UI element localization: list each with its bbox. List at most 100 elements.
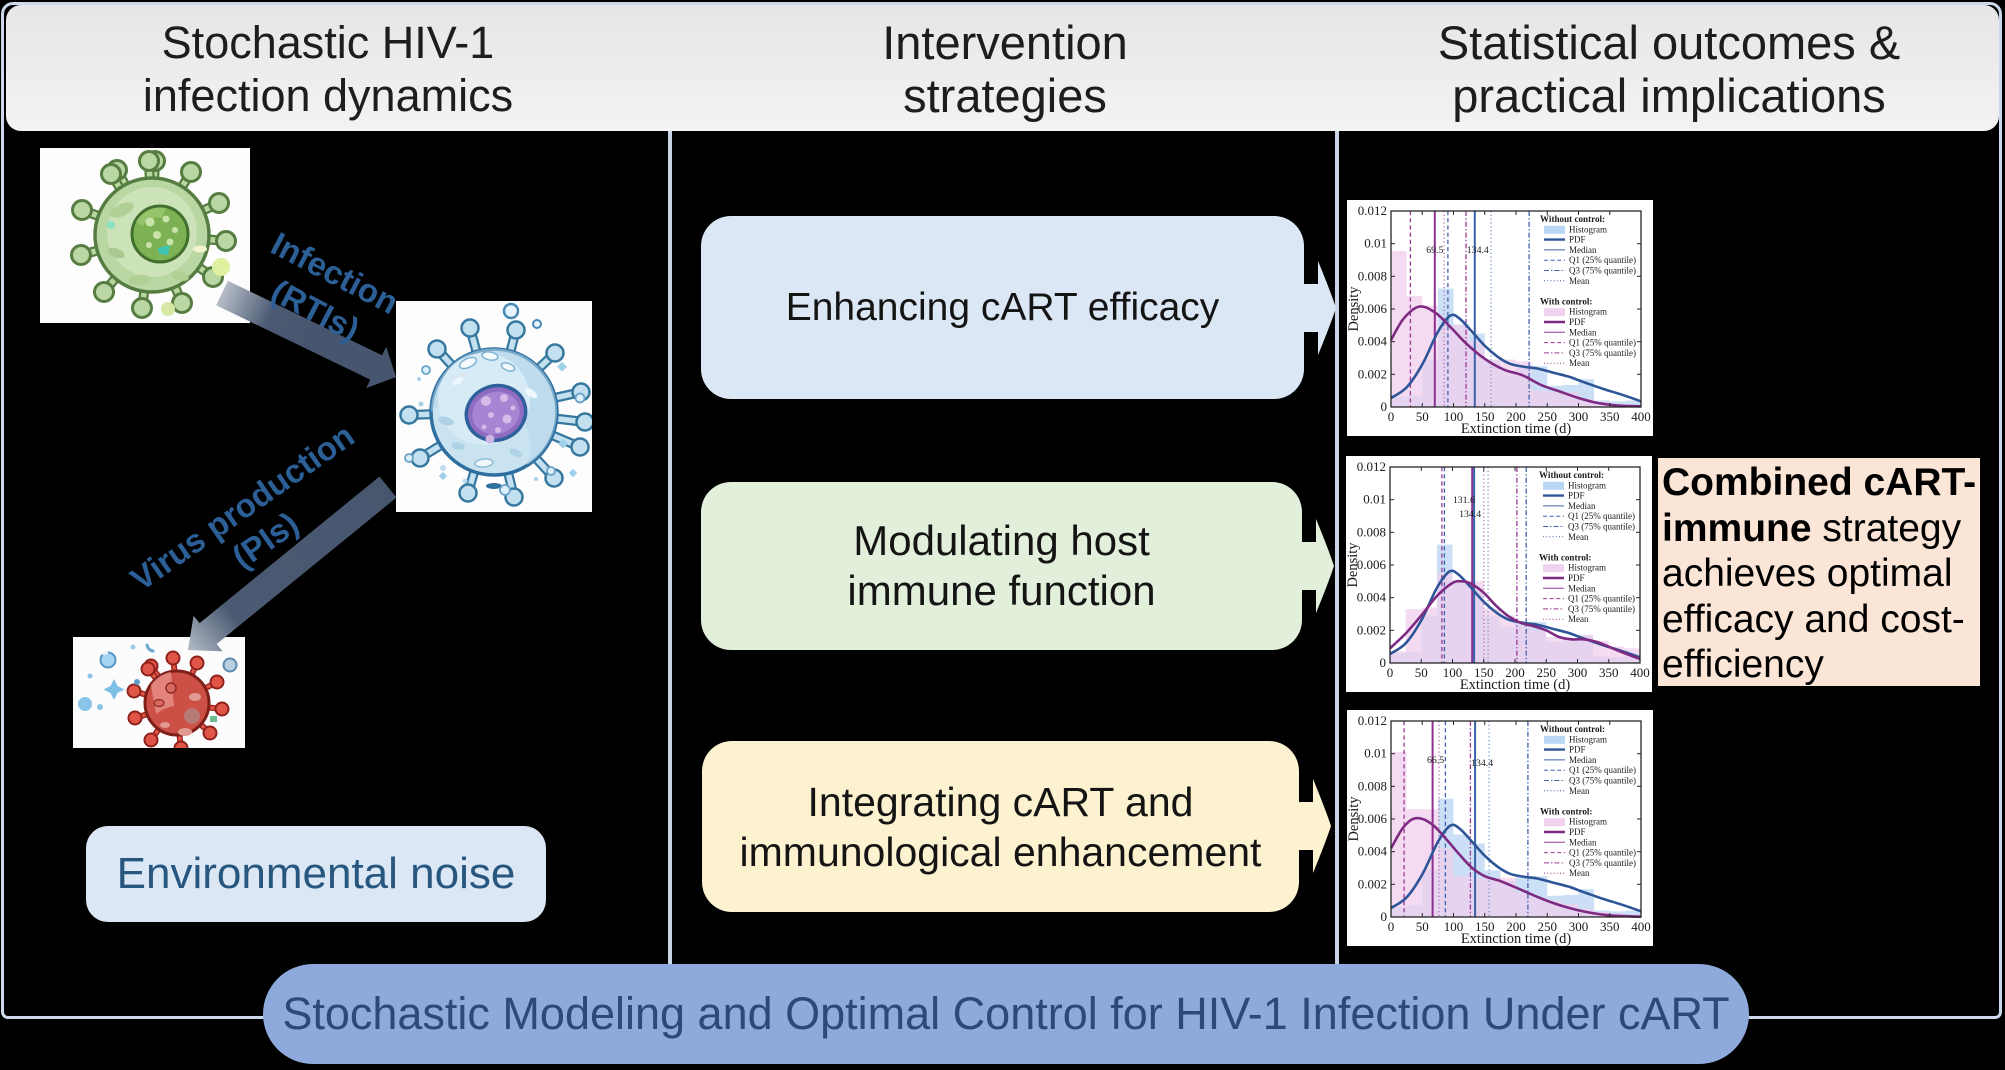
svg-text:PDF: PDF — [1569, 745, 1586, 755]
svg-text:350: 350 — [1600, 409, 1620, 424]
svg-text:Mean: Mean — [1569, 868, 1590, 878]
svg-text:Median: Median — [1568, 583, 1596, 593]
svg-text:Density: Density — [1346, 542, 1361, 588]
svg-text:Extinction time (d): Extinction time (d) — [1460, 677, 1571, 692]
svg-text:Without control:: Without control: — [1539, 470, 1604, 480]
svg-text:200: 200 — [1506, 919, 1526, 934]
svg-text:0: 0 — [1380, 655, 1387, 670]
svg-text:0.01: 0.01 — [1363, 492, 1386, 507]
svg-text:350: 350 — [1600, 919, 1620, 934]
svg-text:Mean: Mean — [1569, 276, 1590, 286]
svg-text:150: 150 — [1475, 919, 1495, 934]
svg-text:Q3 (75% quantile): Q3 (75% quantile) — [1568, 604, 1635, 614]
svg-text:Mean: Mean — [1569, 786, 1590, 796]
svg-text:0.012: 0.012 — [1357, 459, 1386, 474]
svg-text:Histogram: Histogram — [1569, 734, 1607, 744]
svg-text:Median: Median — [1569, 755, 1597, 765]
svg-text:69.5: 69.5 — [1426, 245, 1443, 256]
svg-text:Median: Median — [1569, 245, 1597, 255]
svg-text:0.006: 0.006 — [1358, 811, 1388, 826]
svg-text:0.006: 0.006 — [1357, 557, 1387, 572]
svg-text:250: 250 — [1537, 409, 1557, 424]
svg-text:300: 300 — [1568, 665, 1588, 680]
svg-text:Q1 (25% quantile): Q1 (25% quantile) — [1569, 765, 1636, 775]
svg-text:300: 300 — [1569, 409, 1589, 424]
svg-text:0.004: 0.004 — [1358, 334, 1388, 349]
svg-text:Q3 (75% quantile): Q3 (75% quantile) — [1569, 776, 1636, 786]
svg-text:Mean: Mean — [1568, 614, 1589, 624]
svg-text:0.008: 0.008 — [1358, 268, 1387, 283]
svg-text:100: 100 — [1443, 665, 1463, 680]
svg-text:0.002: 0.002 — [1357, 622, 1386, 637]
svg-text:Median: Median — [1569, 327, 1597, 337]
svg-text:PDF: PDF — [1568, 491, 1585, 501]
svg-text:0.002: 0.002 — [1358, 876, 1387, 891]
svg-text:Without control:: Without control: — [1540, 724, 1605, 734]
svg-text:0.012: 0.012 — [1358, 203, 1387, 218]
svg-text:Mean: Mean — [1569, 358, 1590, 368]
svg-text:Mean: Mean — [1568, 532, 1589, 542]
svg-text:Q1 (25% quantile): Q1 (25% quantile) — [1569, 848, 1636, 858]
svg-text:0.01: 0.01 — [1364, 746, 1387, 761]
svg-text:Q3 (75% quantile): Q3 (75% quantile) — [1569, 858, 1636, 868]
svg-text:Median: Median — [1569, 837, 1597, 847]
svg-text:Histogram: Histogram — [1568, 480, 1606, 490]
svg-text:Histogram: Histogram — [1569, 307, 1607, 317]
svg-text:50: 50 — [1416, 409, 1429, 424]
svg-text:350: 350 — [1599, 665, 1619, 680]
svg-text:0.004: 0.004 — [1357, 590, 1387, 605]
svg-text:0.004: 0.004 — [1358, 844, 1388, 859]
svg-text:Q1 (25% quantile): Q1 (25% quantile) — [1569, 255, 1636, 265]
svg-text:250: 250 — [1537, 919, 1557, 934]
svg-text:0.008: 0.008 — [1358, 778, 1387, 793]
svg-text:400: 400 — [1631, 919, 1651, 934]
svg-text:150: 150 — [1475, 409, 1495, 424]
svg-text:50: 50 — [1416, 919, 1429, 934]
svg-text:Extinction time (d): Extinction time (d) — [1461, 931, 1572, 946]
svg-text:400: 400 — [1631, 409, 1651, 424]
svg-text:250: 250 — [1536, 665, 1556, 680]
svg-text:With control:: With control: — [1539, 552, 1591, 562]
svg-text:0.006: 0.006 — [1358, 301, 1388, 316]
svg-text:PDF: PDF — [1569, 235, 1586, 245]
svg-text:134.4: 134.4 — [1459, 509, 1481, 520]
svg-text:With control:: With control: — [1540, 806, 1592, 816]
svg-text:Extinction time (d): Extinction time (d) — [1461, 421, 1572, 436]
svg-text:66.5: 66.5 — [1427, 755, 1444, 766]
svg-text:Q1 (25% quantile): Q1 (25% quantile) — [1568, 511, 1635, 521]
svg-text:134.4: 134.4 — [1467, 245, 1489, 256]
svg-text:100: 100 — [1444, 409, 1464, 424]
svg-text:PDF: PDF — [1569, 317, 1586, 327]
svg-text:0.002: 0.002 — [1358, 366, 1387, 381]
svg-text:0: 0 — [1381, 909, 1388, 924]
svg-text:131.6: 131.6 — [1453, 495, 1475, 506]
svg-text:PDF: PDF — [1569, 827, 1586, 837]
svg-text:0.008: 0.008 — [1357, 524, 1386, 539]
svg-text:Q3 (75% quantile): Q3 (75% quantile) — [1568, 522, 1635, 532]
svg-text:200: 200 — [1505, 665, 1525, 680]
svg-text:0.012: 0.012 — [1358, 713, 1387, 728]
svg-text:Q1 (25% quantile): Q1 (25% quantile) — [1569, 338, 1636, 348]
svg-text:134.4: 134.4 — [1471, 758, 1493, 769]
svg-text:Without control:: Without control: — [1540, 214, 1605, 224]
svg-text:Histogram: Histogram — [1568, 563, 1606, 573]
svg-text:0: 0 — [1381, 399, 1388, 414]
svg-text:Density: Density — [1347, 286, 1362, 332]
svg-text:With control:: With control: — [1540, 296, 1592, 306]
svg-text:0: 0 — [1388, 409, 1395, 424]
svg-text:200: 200 — [1506, 409, 1526, 424]
svg-text:50: 50 — [1415, 665, 1428, 680]
svg-text:0.01: 0.01 — [1364, 236, 1387, 251]
svg-text:400: 400 — [1630, 665, 1650, 680]
svg-text:Q3 (75% quantile): Q3 (75% quantile) — [1569, 266, 1636, 276]
svg-text:150: 150 — [1474, 665, 1494, 680]
svg-text:0: 0 — [1388, 919, 1395, 934]
svg-text:Median: Median — [1568, 501, 1596, 511]
svg-text:300: 300 — [1569, 919, 1589, 934]
svg-text:0: 0 — [1387, 665, 1394, 680]
svg-text:PDF: PDF — [1568, 573, 1585, 583]
svg-text:100: 100 — [1444, 919, 1464, 934]
svg-text:Q3 (75% quantile): Q3 (75% quantile) — [1569, 348, 1636, 358]
svg-text:Histogram: Histogram — [1569, 224, 1607, 234]
svg-text:Density: Density — [1347, 796, 1362, 842]
